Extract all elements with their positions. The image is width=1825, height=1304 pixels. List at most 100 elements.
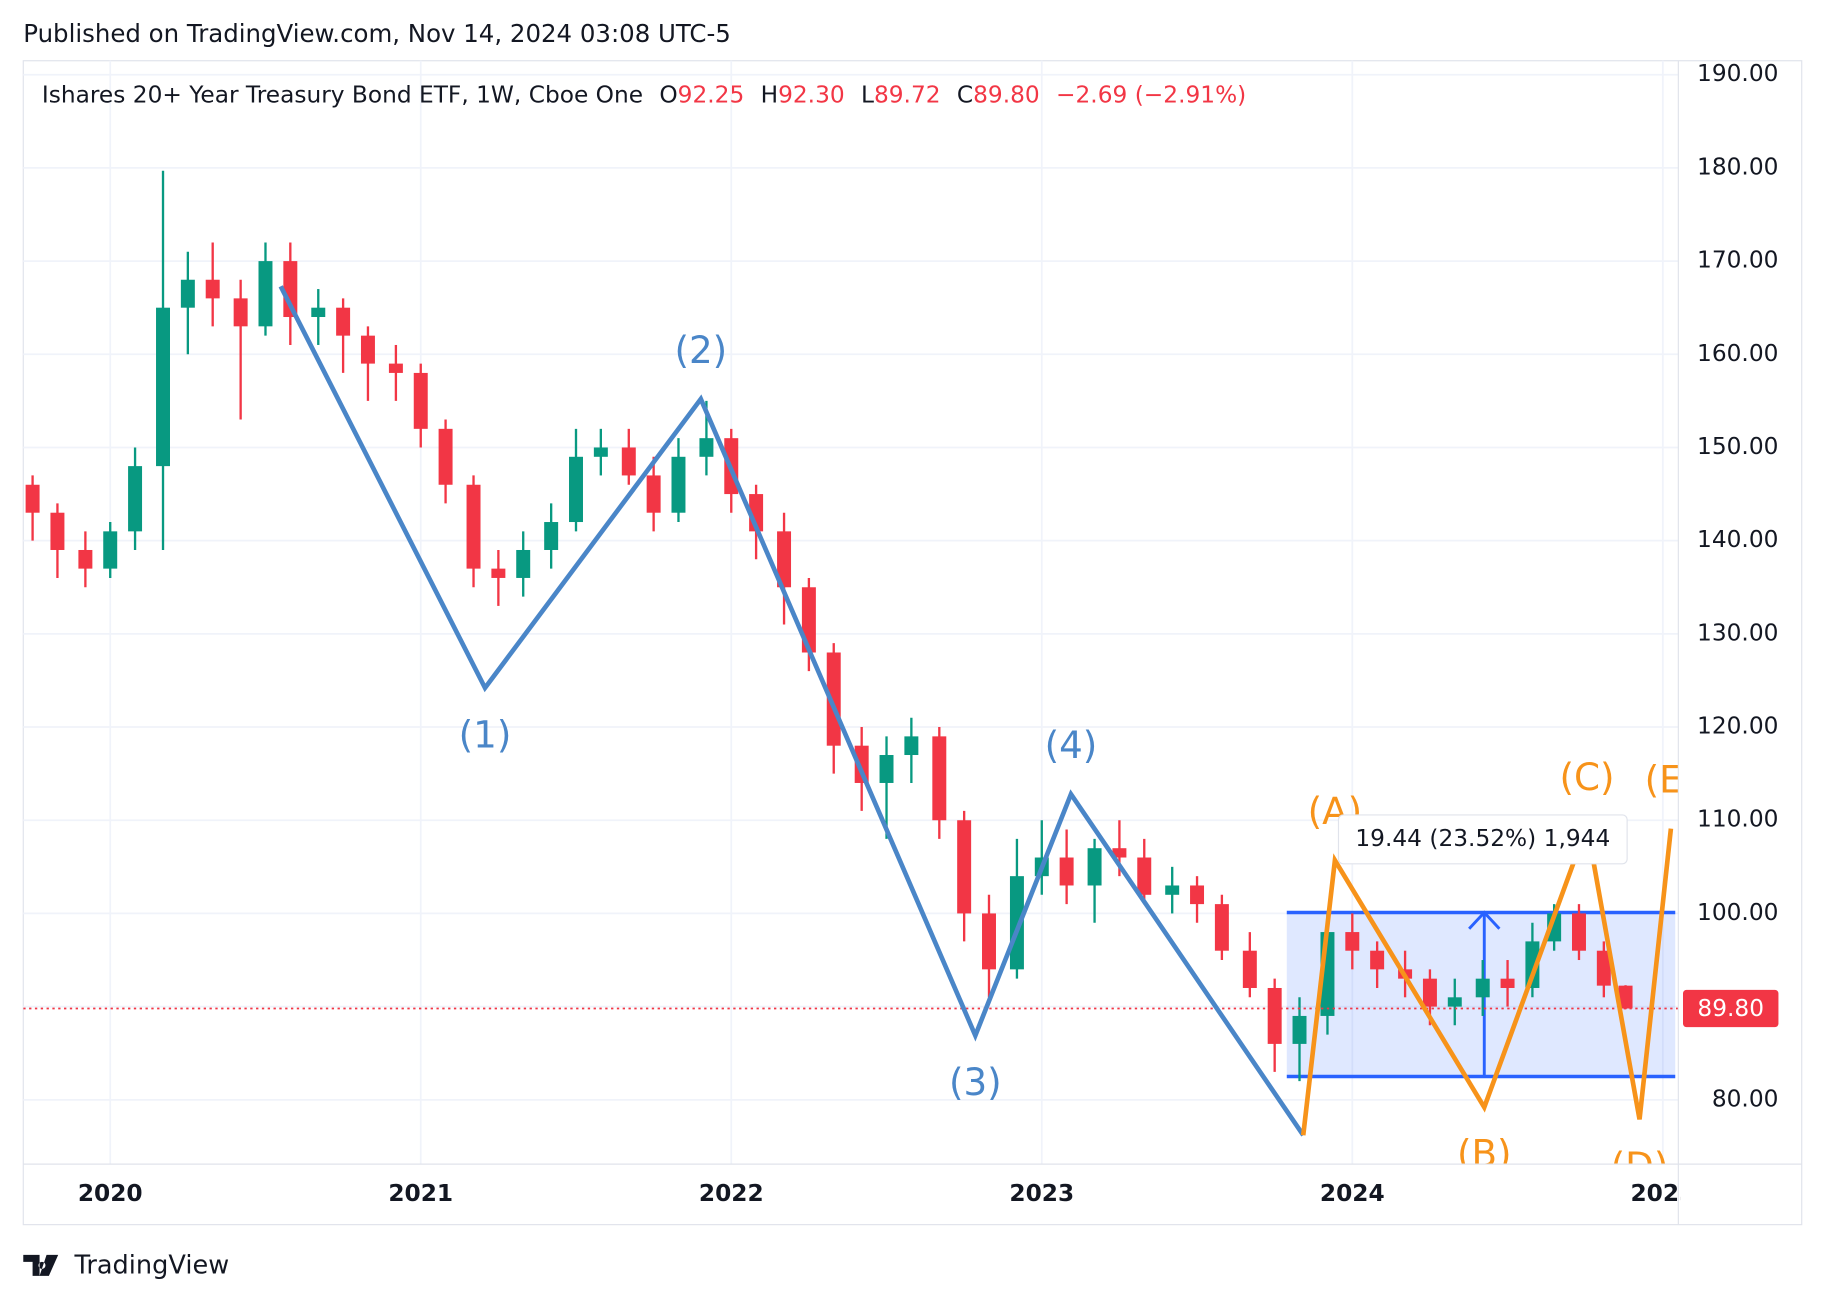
candle-body xyxy=(258,261,273,327)
x-tick-label: 2022 xyxy=(699,1180,764,1207)
candle-body xyxy=(777,531,792,588)
candle-body xyxy=(982,913,996,970)
candle-body xyxy=(50,512,65,550)
frame xyxy=(22,60,1803,1226)
candle-body xyxy=(1571,913,1586,951)
candle-body xyxy=(233,298,248,327)
candle-body xyxy=(932,736,947,821)
candle-body xyxy=(1165,885,1180,895)
measure-label-box xyxy=(1337,814,1628,865)
candle-body xyxy=(699,438,714,457)
candle-body xyxy=(1525,941,1540,988)
candle-body xyxy=(128,466,143,532)
price-axis: 80.0090.00100.00110.00120.00130.00140.00… xyxy=(1683,60,1778,1112)
wave-line xyxy=(278,285,1306,1137)
y-tick-label: 180.00 xyxy=(1697,153,1778,180)
candle-body xyxy=(25,484,40,513)
candle-body xyxy=(180,279,195,308)
wave-label: (3) xyxy=(949,1060,1002,1104)
candle-body xyxy=(569,456,583,523)
y-tick-label: 160.00 xyxy=(1697,340,1778,367)
candle-body xyxy=(593,447,608,457)
x-tick-label: 2020 xyxy=(78,1180,143,1207)
candle-body xyxy=(621,447,636,476)
last-price-tag xyxy=(1683,989,1779,1028)
legend-key: H xyxy=(761,81,779,108)
wave-label: (B) xyxy=(1457,1132,1512,1176)
wave-label: (4) xyxy=(1045,723,1098,767)
x-tick-label: 2021 xyxy=(388,1180,453,1207)
candle-body xyxy=(1137,857,1152,895)
y-tick-label: 150.00 xyxy=(1697,433,1778,460)
candle-body xyxy=(1267,987,1282,1044)
wave-label: (C) xyxy=(1560,755,1615,799)
candle-body xyxy=(1500,978,1515,988)
candle-body xyxy=(103,531,118,569)
candle-body xyxy=(646,475,661,513)
candle-body xyxy=(1190,885,1205,905)
legend-value: 92.30 xyxy=(778,81,845,108)
y-tick-label: 190.00 xyxy=(1697,60,1778,87)
y-tick-label: 110.00 xyxy=(1697,806,1778,833)
candle-body xyxy=(311,307,326,318)
legend-value: 92.25 xyxy=(678,81,745,108)
brand-logo xyxy=(23,1254,59,1276)
candle-body xyxy=(1292,1015,1307,1044)
candle-body xyxy=(1009,876,1024,970)
wave-label: (D) xyxy=(1611,1144,1669,1188)
candle-body xyxy=(957,820,972,914)
legend-key: O xyxy=(659,81,677,108)
candle-body xyxy=(1596,950,1611,986)
candle-body xyxy=(879,755,894,783)
candle-body xyxy=(466,484,481,569)
candle-body xyxy=(1422,978,1437,1007)
candle-body xyxy=(854,745,869,783)
measure-label: 19.44 (23.52%) 1,944 xyxy=(1355,825,1610,852)
candle-body xyxy=(1618,985,1633,1009)
candle-body xyxy=(544,522,559,550)
wave-line xyxy=(1300,816,1674,1136)
x-tick-label: 2024 xyxy=(1320,1180,1385,1207)
last-price-label: 89.80 xyxy=(1697,995,1764,1022)
legend-key: L xyxy=(861,81,874,108)
candle-body xyxy=(1242,950,1257,988)
brand: TradingView xyxy=(73,1251,229,1281)
y-tick-label: 100.00 xyxy=(1697,899,1778,926)
candle-body xyxy=(78,549,93,569)
time-axis: 2020 2021 2022 2023 2024 2025 xyxy=(78,1180,1695,1207)
candle-body xyxy=(1447,997,1462,1007)
y-tick-label: 140.00 xyxy=(1697,526,1778,553)
candle-body xyxy=(1087,848,1102,886)
candle-body xyxy=(516,549,531,578)
plot-area: (1)(2)(3)(4)(A)(B)(C)(D)(E)19.44 (23.52%… xyxy=(23,170,1679,1188)
legend-change: −2.69 (−2.91%) xyxy=(1056,81,1246,108)
wave-label: (1) xyxy=(459,712,512,756)
candle-body xyxy=(156,307,170,467)
candle-body xyxy=(1475,978,1490,998)
candle-body xyxy=(1112,848,1127,858)
published: Published on TradingView.com, Nov 14, 20… xyxy=(23,19,731,48)
legend-name: Ishares 20+ Year Treasury Bond ETF, 1W, … xyxy=(42,81,643,108)
candle-body xyxy=(491,568,506,578)
candle-body xyxy=(413,372,428,429)
candle-body xyxy=(388,363,403,373)
candle-body xyxy=(336,307,351,336)
candle-body xyxy=(1345,932,1360,951)
candle-body xyxy=(438,428,453,485)
candle-body xyxy=(1370,950,1385,970)
legend-value: 89.80 xyxy=(973,81,1040,108)
y-tick-label: 120.00 xyxy=(1697,713,1778,740)
candle-body xyxy=(1214,904,1229,951)
legend-value: 89.72 xyxy=(874,81,941,108)
x-tick-label: 2025 xyxy=(1630,1180,1695,1207)
candle-body xyxy=(671,456,686,513)
candle-body xyxy=(826,652,841,746)
y-tick-label: 170.00 xyxy=(1697,247,1778,274)
candle-body xyxy=(205,279,220,299)
candle-body xyxy=(360,335,375,364)
legend: Ishares 20+ Year Treasury Bond ETF, 1W, … xyxy=(42,81,1246,108)
wave-label: (2) xyxy=(674,328,727,372)
candle-body xyxy=(1059,857,1074,886)
